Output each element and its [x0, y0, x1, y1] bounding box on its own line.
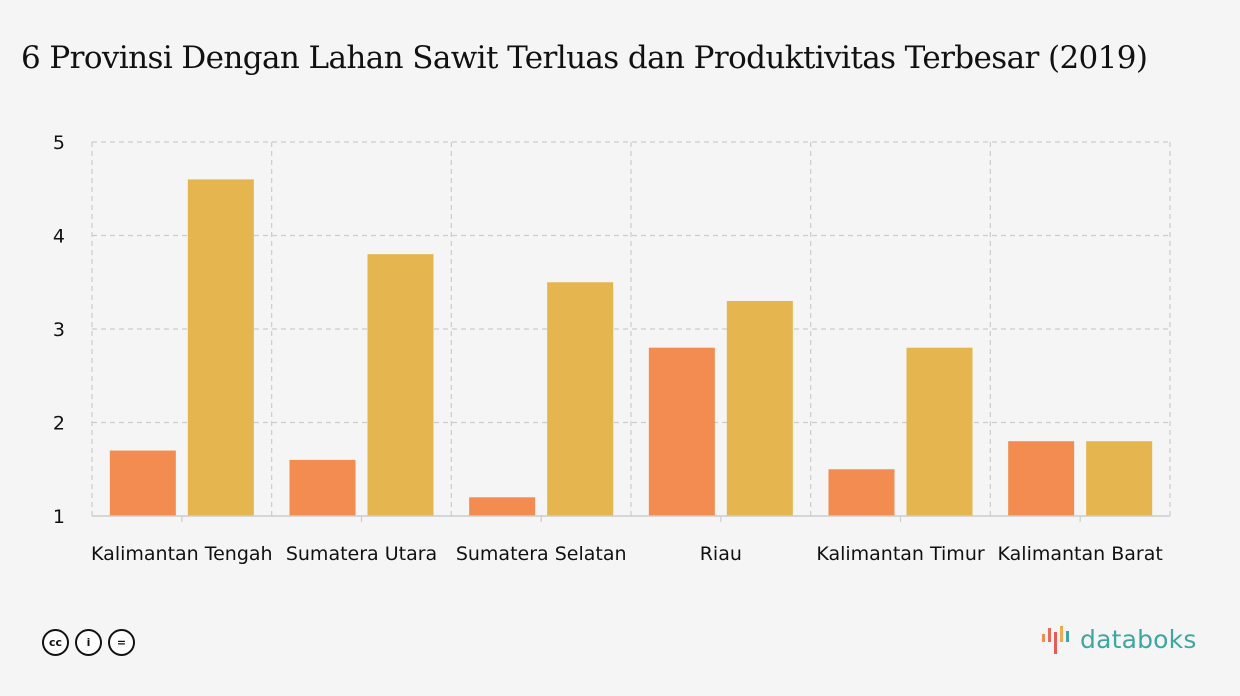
- bar: [367, 254, 434, 516]
- y-tick-label: 2: [53, 413, 65, 435]
- y-tick-label: 3: [53, 319, 65, 341]
- bar: [1086, 441, 1153, 516]
- license-icons: cc i =: [42, 629, 135, 656]
- bar: [828, 469, 895, 516]
- x-tick-label: Kalimantan Tengah: [91, 543, 273, 565]
- x-tick-label: Riau: [700, 543, 742, 565]
- creative-commons-icon: cc: [42, 629, 69, 656]
- x-tick-label: Kalimantan Barat: [998, 543, 1163, 565]
- x-tick-label: Sumatera Selatan: [456, 543, 627, 565]
- no-derivatives-icon: =: [108, 629, 135, 656]
- bar: [648, 347, 715, 516]
- x-tick-label: Sumatera Utara: [286, 543, 437, 565]
- bar: [187, 179, 254, 516]
- y-tick-label: 4: [53, 226, 65, 248]
- bar: [1008, 441, 1075, 516]
- logo-text: databoks: [1080, 624, 1197, 654]
- x-tick-label: Kalimantan Timur: [816, 543, 985, 565]
- y-tick-label: 1: [53, 506, 65, 528]
- bar: [469, 497, 536, 516]
- y-tick-label: 5: [53, 132, 65, 154]
- attribution-icon: i: [75, 629, 102, 656]
- bar: [726, 300, 793, 516]
- databoks-logo[interactable]: databoks: [1040, 622, 1197, 656]
- bar: [547, 282, 614, 516]
- chart-title: 6 Provinsi Dengan Lahan Sawit Terluas da…: [21, 40, 1148, 76]
- bar: [289, 459, 356, 516]
- bar: [906, 347, 973, 516]
- databoks-logo-icon: [1042, 626, 1069, 654]
- bar: [109, 450, 176, 516]
